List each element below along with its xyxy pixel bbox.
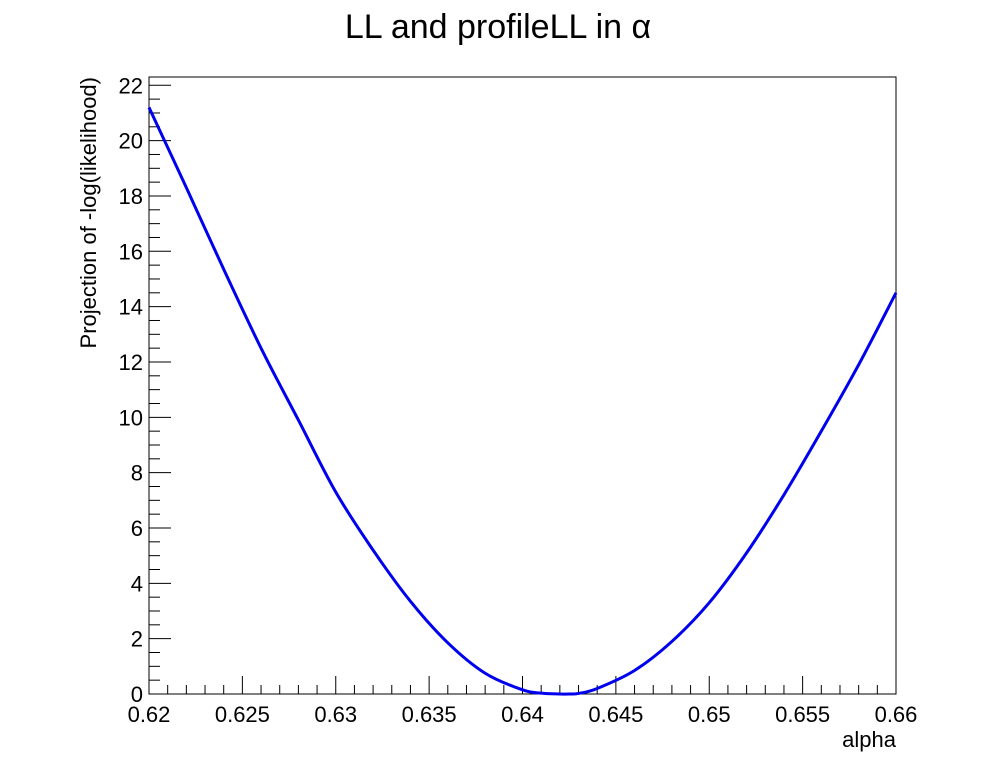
y-tick-label: 14 bbox=[119, 295, 143, 320]
y-tick-label: 10 bbox=[119, 405, 143, 430]
y-tick-label: 6 bbox=[131, 516, 143, 541]
x-axis-title: alpha bbox=[842, 727, 897, 752]
y-tick-label: 16 bbox=[119, 239, 143, 264]
series-line bbox=[147, 106, 898, 696]
axes: 0.62 0.625 0.63 0.635 0.64 0.645 0.65 0.655 0.66… bbox=[119, 73, 918, 727]
y-tick-label: 12 bbox=[119, 350, 143, 375]
plot-frame bbox=[148, 76, 897, 695]
x-tick-label: 0.63 bbox=[314, 702, 357, 727]
y-tick-label: 0 bbox=[131, 682, 143, 707]
y-tick-label: 22 bbox=[119, 73, 143, 98]
x-tick-label: 0.655 bbox=[775, 702, 830, 727]
x-tick-label: 0.65 bbox=[688, 702, 731, 727]
x-tick-label: 0.625 bbox=[215, 702, 270, 727]
y-tick-label: 8 bbox=[131, 461, 143, 486]
x-tick-label: 0.645 bbox=[588, 702, 643, 727]
x-tick-label: 0.64 bbox=[501, 702, 544, 727]
x-tick-label: 0.635 bbox=[402, 702, 457, 727]
chart-title: LL and profileLL in α bbox=[345, 8, 651, 46]
x-tick-label: 0.62 bbox=[128, 702, 171, 727]
x-tick-label: 0.66 bbox=[875, 702, 918, 727]
y-tick-label: 2 bbox=[131, 627, 143, 652]
y-tick-label: 20 bbox=[119, 129, 143, 154]
y-tick-label: 4 bbox=[131, 571, 143, 596]
series-layer bbox=[147, 106, 898, 696]
y-axis-title: Projection of -log(likelihood) bbox=[76, 77, 101, 348]
y-tick-label: 18 bbox=[119, 184, 143, 209]
